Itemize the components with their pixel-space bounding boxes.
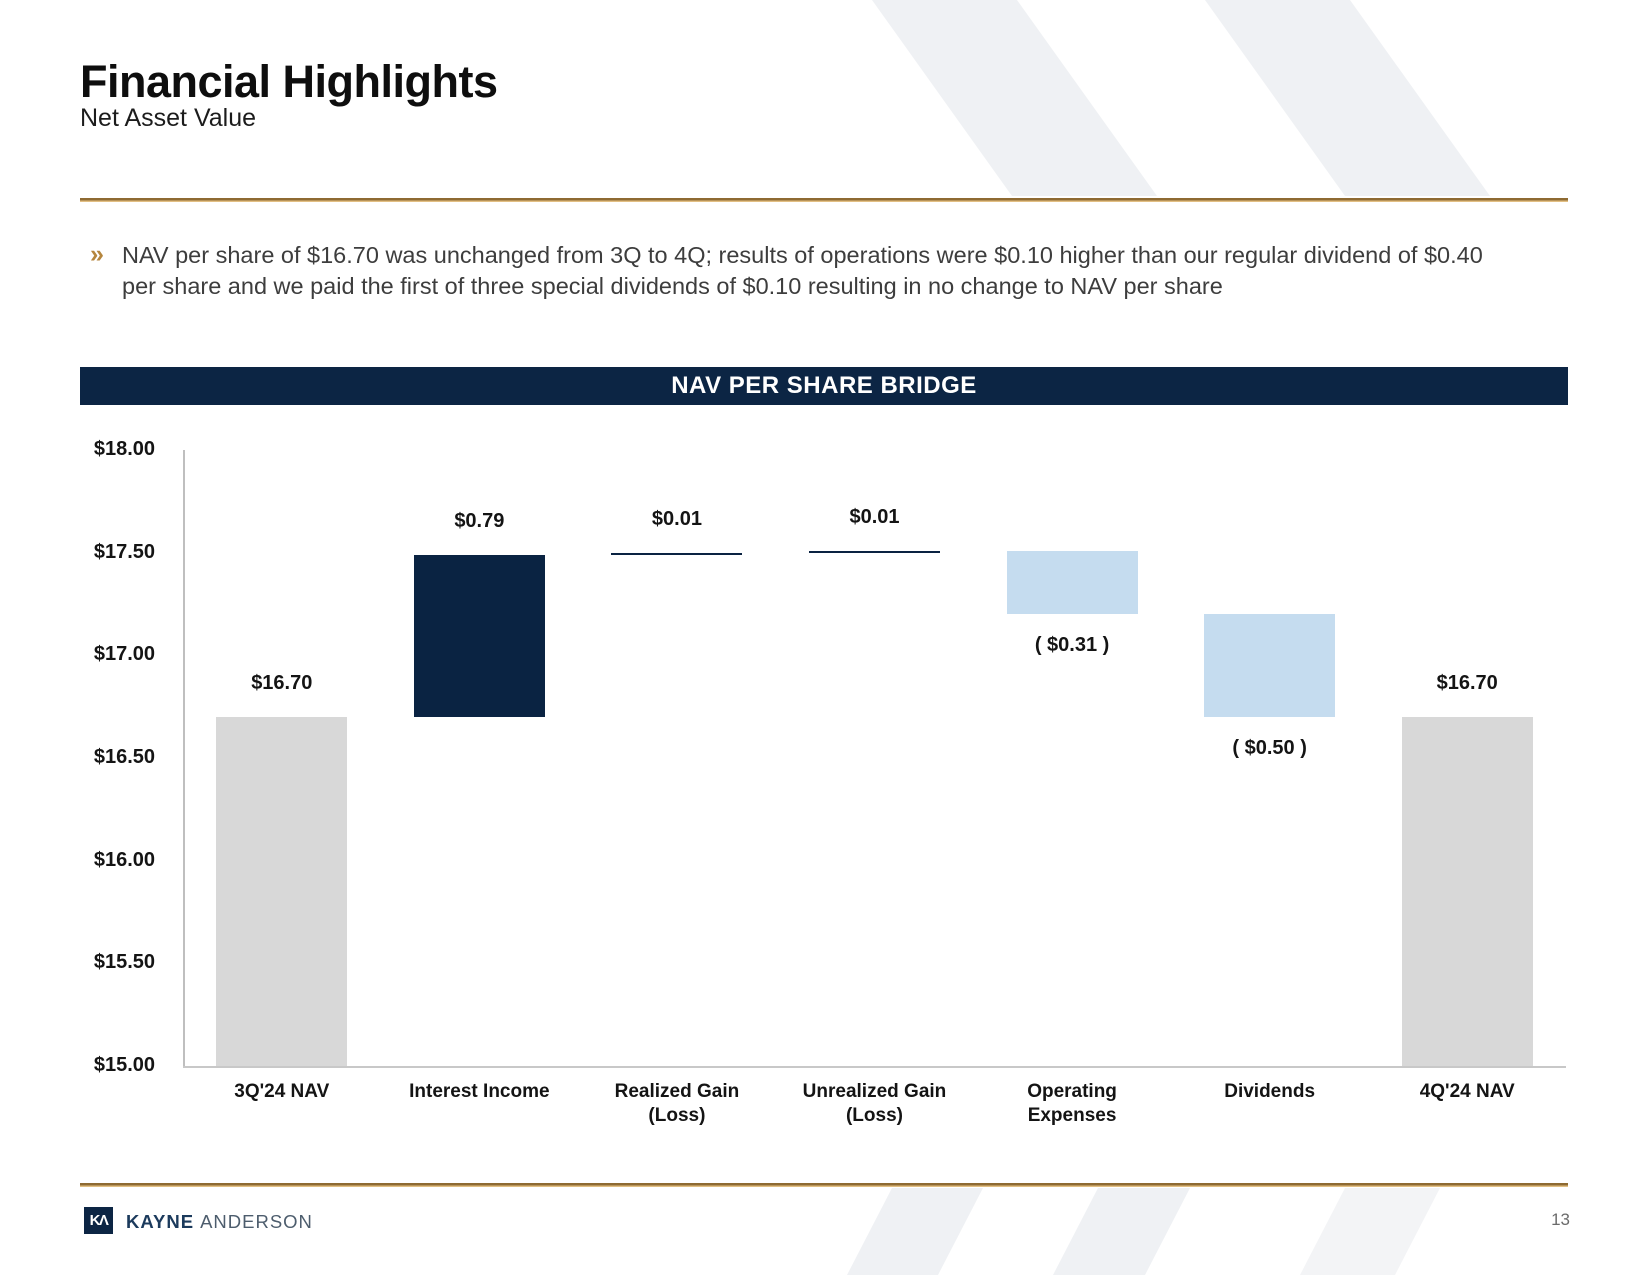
x-axis-category-label: Interest Income (409, 1081, 550, 1102)
brand-primary: KAYNE (126, 1211, 195, 1232)
page-title: Financial Highlights (80, 56, 498, 107)
kayne-anderson-logo-icon: KΛ (84, 1207, 113, 1234)
stripe-bottom-3 (1300, 1188, 1440, 1275)
stripe-bottom-1 (847, 1188, 983, 1275)
waterfall-bar-1 (216, 716, 348, 1066)
bullet-marker: » (90, 240, 104, 268)
y-axis-tick-label: $15.50 (93, 951, 155, 974)
bar-value-label: $0.01 (651, 507, 702, 530)
bar-value-label: ( $0.50 ) (1232, 736, 1307, 759)
stripe-bottom-2 (1053, 1188, 1190, 1275)
header-divider (80, 198, 1568, 202)
page-number: 13 (1551, 1210, 1570, 1229)
x-axis-category-label: 3Q'24 NAV (234, 1081, 330, 1102)
waterfall-bar-6 (1204, 614, 1336, 717)
bar-value-label: $16.70 (251, 671, 313, 694)
waterfall-bar-3 (611, 552, 743, 556)
waterfall-bar-2 (413, 554, 545, 717)
logo-monogram: KΛ (89, 1212, 109, 1229)
x-axis-category-label: Unrealized Gain (Loss) (802, 1081, 947, 1126)
chart-title: NAV PER SHARE BRIDGE (671, 372, 977, 399)
page-subtitle: Net Asset Value (80, 104, 257, 132)
bar-value-label: $16.70 (1436, 671, 1498, 694)
x-axis-category-label: Realized Gain (Loss) (614, 1081, 740, 1126)
brand-secondary: ANDERSON (200, 1211, 313, 1232)
y-axis-tick-label: $18.00 (93, 438, 155, 460)
bullet-text: NAV per share of $16.70 was unchanged fr… (122, 242, 1483, 299)
y-axis-tick-label: $16.50 (93, 746, 155, 768)
stripe-top-2 (1205, 0, 1490, 196)
y-axis-tick-label: $15.00 (93, 1054, 155, 1076)
y-axis-tick-label: $16.00 (93, 848, 155, 871)
x-axis-category-label: 4Q'24 NAV (1419, 1081, 1515, 1102)
x-axis-category-label: Operating Expenses (1027, 1081, 1117, 1126)
bar-value-label: $0.79 (454, 509, 505, 532)
waterfall-bar-4 (809, 550, 940, 554)
x-axis-category-label: Dividends (1224, 1081, 1316, 1102)
waterfall-bar-7 (1401, 716, 1533, 1066)
bar-value-label: $0.01 (849, 505, 900, 528)
stripe-top-1 (872, 0, 1157, 196)
waterfall-bar-5 (1006, 550, 1138, 615)
chart-title-banner: NAV PER SHARE BRIDGE (80, 367, 1568, 405)
x-axis-line (183, 1066, 1566, 1068)
bar-value-label: ( $0.31 ) (1034, 634, 1110, 657)
footer-divider (80, 1183, 1568, 1187)
footer-brand: KAYNE ANDERSON (126, 1211, 313, 1233)
y-axis-line (183, 450, 185, 1066)
y-axis-tick-label: $17.50 (93, 540, 155, 563)
y-axis-tick-label: $17.00 (93, 643, 155, 666)
